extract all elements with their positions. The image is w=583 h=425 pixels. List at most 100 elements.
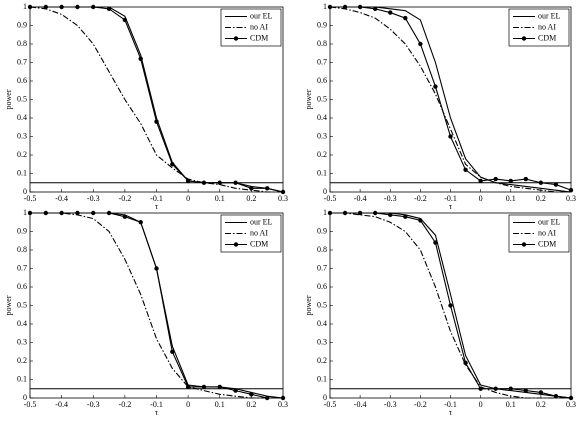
x-axis-label: τ: [449, 202, 453, 211]
x-tick-label: 0.2: [536, 400, 546, 409]
y-tick-label: 1: [323, 208, 327, 217]
x-tick-label: 0.2: [246, 194, 256, 203]
x-tick-label: -0.5: [324, 194, 337, 203]
x-tick-label: 0.3: [278, 194, 288, 203]
data-point: [185, 384, 191, 390]
data-point: [280, 189, 286, 195]
legend-label: our EL: [250, 11, 273, 20]
data-point: [217, 180, 222, 185]
x-tick-label: 0.3: [566, 400, 576, 409]
data-point: [342, 210, 348, 216]
x-tick-label: 0.1: [506, 194, 516, 203]
legend-label: no AI: [250, 22, 268, 31]
x-tick-label: 0.3: [566, 194, 576, 203]
x-tick-label: -0.1: [150, 194, 163, 203]
data-point: [138, 56, 143, 61]
data-point: [106, 6, 112, 12]
y-axis-label: power: [304, 89, 313, 109]
data-point: [538, 180, 544, 185]
x-tick-label: -0.2: [119, 400, 132, 409]
y-tick-label: 0.4: [17, 319, 27, 328]
x-tick-label: 0.1: [215, 400, 225, 409]
data-point: [27, 210, 33, 216]
y-tick-label: 0.9: [317, 226, 327, 235]
data-point: [523, 176, 529, 182]
x-tick-label: -0.1: [150, 400, 163, 409]
y-tick-label: 0.8: [317, 245, 327, 254]
series-line: [329, 6, 571, 193]
y-tick-label: 0.2: [317, 150, 327, 159]
x-tick-label: -0.1: [444, 400, 457, 409]
data-point: [463, 167, 468, 172]
data-point: [201, 384, 207, 390]
x-tick-label: 0.2: [246, 400, 256, 409]
x-tick-label: -0.3: [384, 400, 397, 409]
x-axis-label: τ: [155, 408, 159, 417]
x-tick-label: -0.4: [354, 194, 367, 203]
x-tick-label: 0.1: [215, 194, 225, 203]
y-tick-label: 0.9: [17, 226, 27, 235]
data-point: [493, 176, 498, 182]
data-point: [154, 266, 159, 271]
y-tick-label: 0.3: [317, 337, 327, 346]
data-point: [448, 303, 453, 308]
legend-marker: [521, 36, 527, 41]
y-tick-label: 0.1: [317, 374, 327, 383]
data-point: [508, 178, 513, 184]
data-point: [433, 240, 438, 245]
y-tick-label: 0.7: [17, 57, 27, 66]
legend-label: no AI: [250, 228, 268, 237]
data-point: [27, 4, 33, 10]
x-axis-label: τ: [155, 202, 159, 211]
x-tick-label: 0.3: [278, 400, 288, 409]
y-tick-label: 0.2: [317, 356, 327, 365]
data-point: [59, 4, 64, 10]
x-tick-label: -0.3: [87, 194, 100, 203]
data-point: [357, 210, 363, 216]
data-point: [201, 180, 207, 185]
y-tick-label: 0: [323, 187, 327, 196]
legend-label: CDM: [538, 239, 556, 248]
legend-label: CDM: [538, 33, 556, 42]
y-tick-label: 0: [23, 393, 27, 402]
x-tick-label: 0: [186, 194, 190, 203]
x-tick-label: -0.4: [55, 400, 68, 409]
y-tick-label: 0.5: [17, 94, 27, 103]
data-point: [403, 214, 408, 219]
data-point: [43, 4, 49, 10]
x-tick-label: -0.2: [119, 194, 132, 203]
y-tick-label: 0.4: [317, 113, 327, 122]
x-tick-label: 0: [479, 194, 483, 203]
y-tick-label: 0.2: [17, 356, 27, 365]
data-point: [327, 4, 333, 10]
legend-marker: [521, 242, 527, 247]
x-tick-label: -0.5: [324, 400, 337, 409]
series-line: [30, 212, 283, 399]
legend-label: CDM: [250, 33, 268, 42]
y-tick-label: 0.3: [17, 337, 27, 346]
y-tick-label: 0.5: [17, 300, 27, 309]
series-line: [330, 6, 572, 193]
y-tick-label: 0: [323, 393, 327, 402]
data-point: [478, 178, 483, 184]
x-tick-label: -0.5: [24, 194, 37, 203]
legend-label: CDM: [250, 239, 268, 248]
y-tick-label: 0.6: [317, 76, 327, 85]
data-point: [493, 386, 498, 391]
y-tick-label: 0.7: [317, 57, 327, 66]
data-point: [433, 84, 438, 89]
data-point: [122, 17, 128, 23]
data-point: [523, 388, 529, 393]
data-point: [170, 162, 175, 167]
y-tick-label: 0.2: [17, 150, 27, 159]
data-point: [357, 4, 363, 10]
y-tick-label: 0.6: [17, 282, 27, 291]
data-point: [43, 210, 49, 216]
data-point: [154, 119, 159, 124]
data-point: [463, 360, 468, 366]
data-point: [122, 214, 128, 219]
data-point: [372, 210, 378, 216]
data-point: [553, 393, 559, 399]
data-point: [327, 210, 333, 216]
